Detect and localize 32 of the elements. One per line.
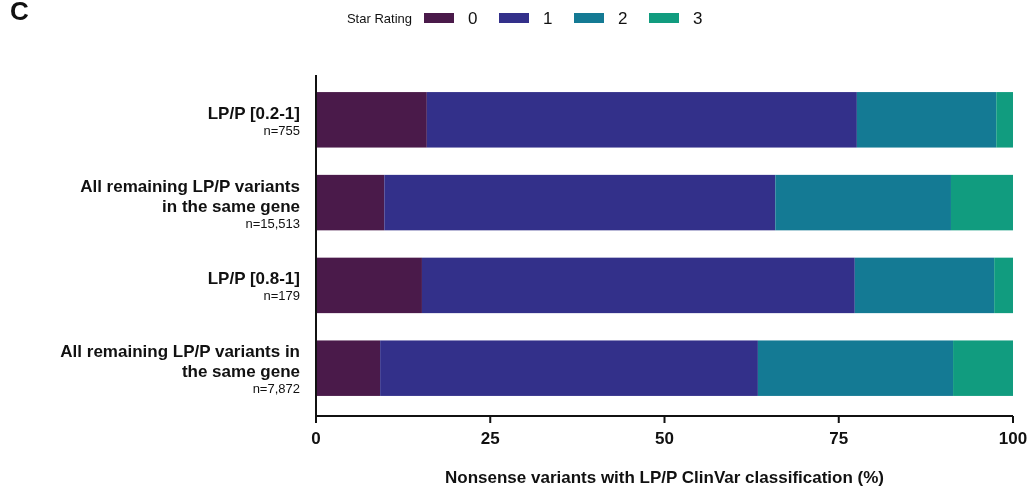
y-tick-label: All remaining LP/P variants in the same gene n=15,513	[80, 176, 300, 231]
y-tick-label: LP/P [0.2-1] n=755	[207, 103, 300, 138]
bar	[426, 92, 857, 148]
x-tick-label: 100	[998, 429, 1028, 448]
bar	[757, 340, 954, 396]
legend-label: 3	[693, 9, 703, 28]
bar	[316, 340, 381, 396]
legend-title: Star Rating	[346, 11, 412, 26]
bar	[953, 340, 1013, 396]
y-tick-label: LP/P [0.8-1] n=179	[207, 269, 300, 304]
bar	[994, 257, 1013, 314]
bar	[384, 174, 776, 231]
bar	[856, 92, 997, 148]
bar	[316, 92, 427, 148]
bar	[775, 174, 951, 231]
bar	[316, 257, 422, 314]
y-tick-label: All remaining LP/P variants in the same gene n=7,872	[60, 342, 300, 397]
bar	[380, 340, 758, 396]
x-tick-label: 50	[655, 429, 674, 448]
bar	[316, 174, 385, 231]
legend-label: 0	[468, 9, 478, 28]
legend-label: 1	[543, 9, 553, 28]
x-tick-label: 25	[480, 429, 500, 448]
x-axis-title: Nonsense variants with LP/P ClinVar classification (%)	[445, 468, 884, 487]
bar	[854, 257, 995, 314]
text: C	[10, 0, 29, 26]
legend-label: 2	[618, 9, 628, 28]
x-tick-label: 0	[311, 429, 321, 448]
bar	[996, 92, 1013, 148]
x-tick-label: 75	[829, 429, 849, 448]
bar	[950, 174, 1013, 231]
bar	[421, 257, 855, 314]
